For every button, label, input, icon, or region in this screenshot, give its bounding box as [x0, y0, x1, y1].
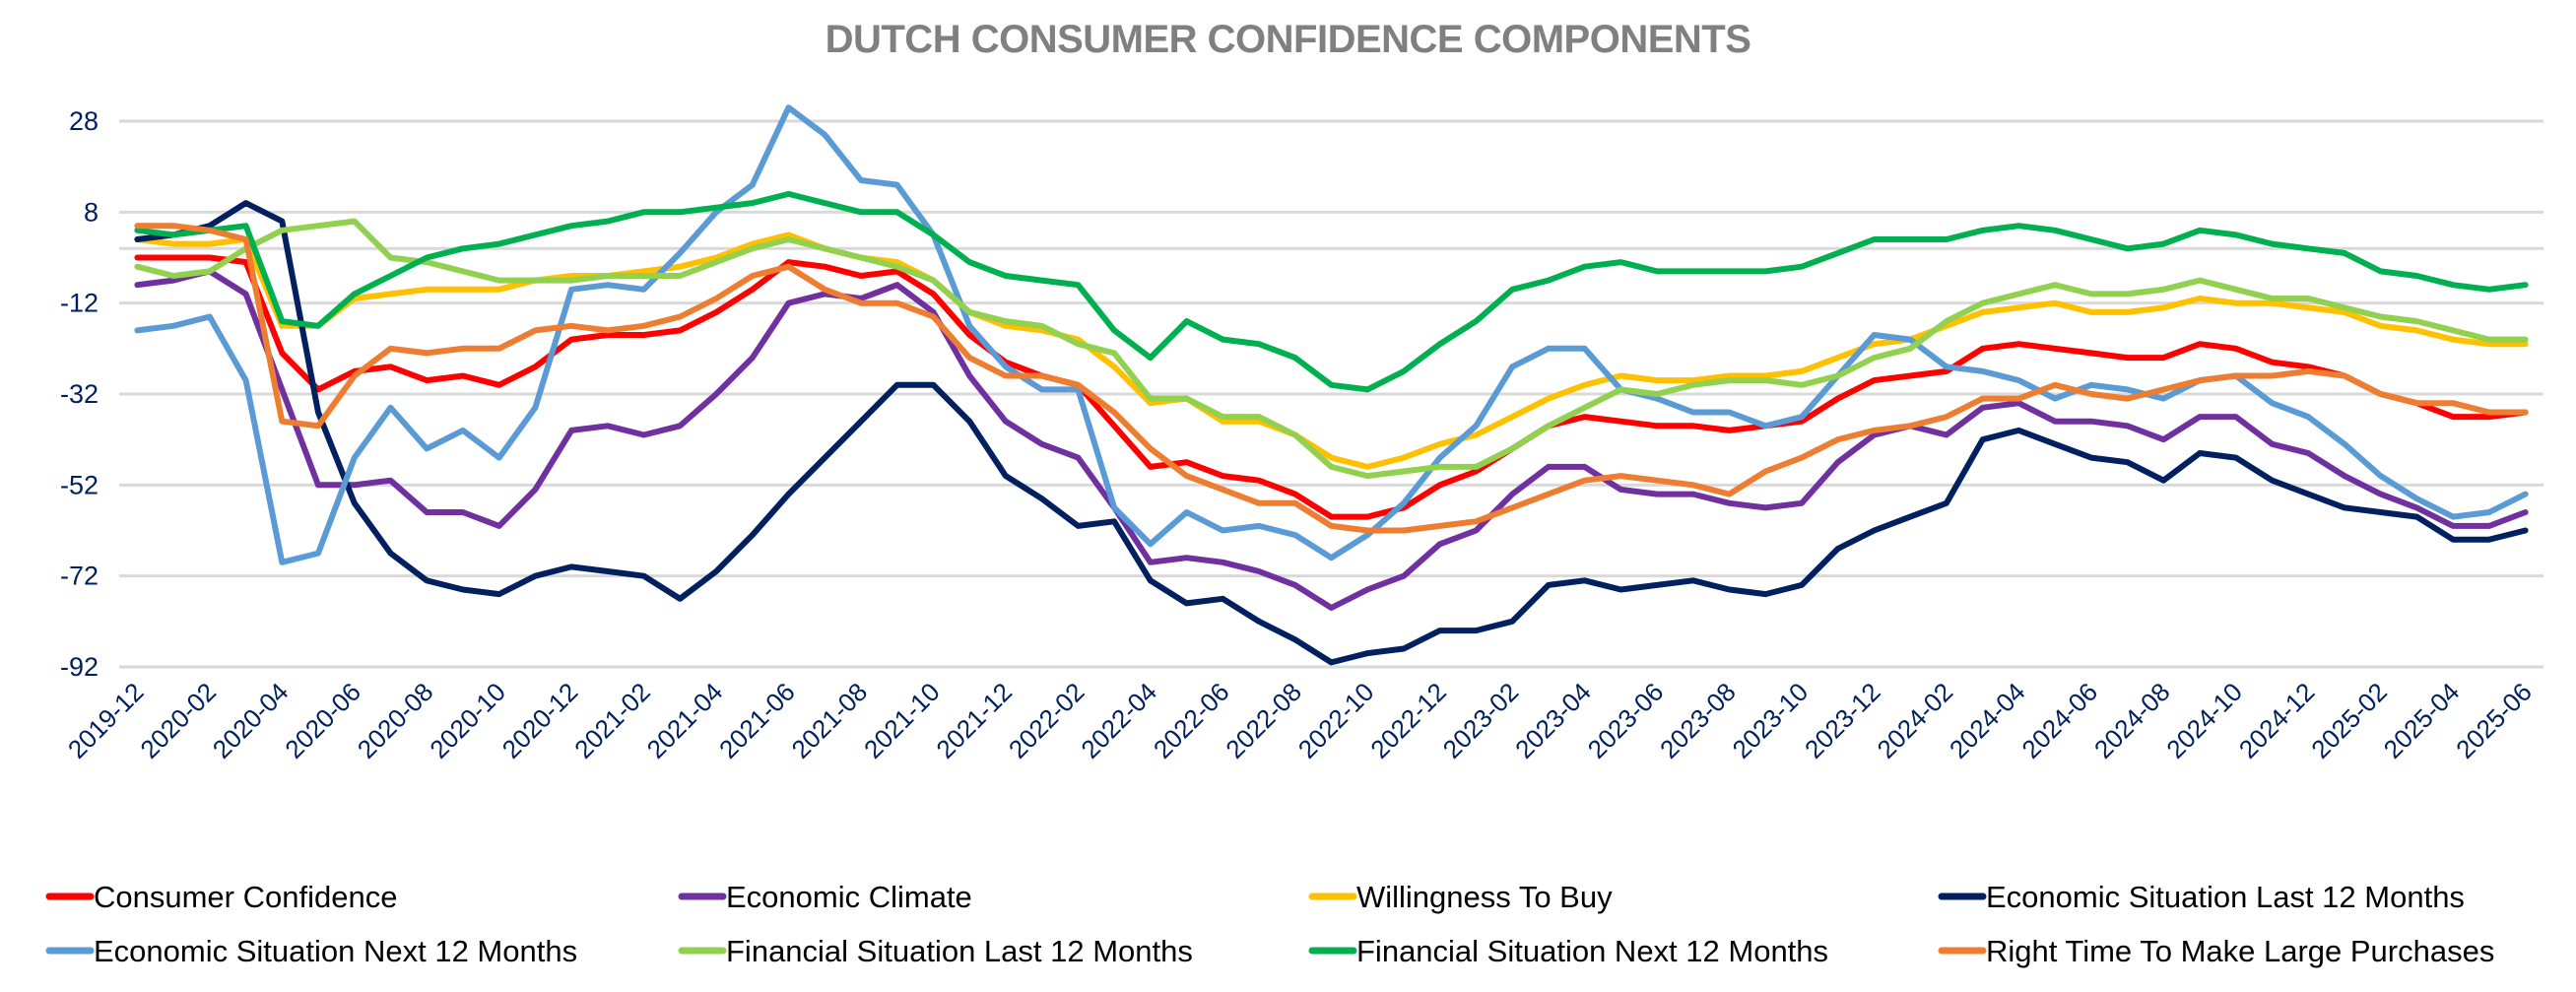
series-line-consumer-confidence [134, 254, 2529, 520]
y-tick-label: -12 [60, 289, 99, 318]
x-tick-label: 2025-04 [2378, 677, 2466, 764]
legend-label: Economic Situation Last 12 Months [1986, 880, 2465, 914]
legend-label: Willingness To Buy [1356, 880, 1613, 914]
x-tick-label: 2024-02 [1871, 677, 1958, 764]
x-tick-label: 2021-08 [786, 677, 874, 764]
x-tick-label: 2024-12 [2233, 677, 2321, 764]
x-tick-label: 2022-02 [1003, 677, 1090, 764]
x-tick-label: 2023-08 [1654, 677, 1742, 764]
y-axis: 28 8 -12 -32 -52 -72 -92 [60, 106, 99, 682]
x-tick-label: 2025-02 [2305, 677, 2393, 764]
x-tick-label: 2023-04 [1509, 677, 1597, 764]
legend-item-economic-situation-next-12-months[interactable]: Economic Situation Next 12 Months [45, 934, 577, 968]
x-tick-label: 2023-02 [1437, 677, 1525, 764]
y-tick-label: -72 [60, 562, 99, 591]
series-line-economic-situation-next-12-months [134, 104, 2529, 565]
legend-item-economic-situation-last-12-months[interactable]: Economic Situation Last 12 Months [1938, 880, 2465, 914]
x-tick-label: 2022-04 [1075, 677, 1162, 764]
y-tick-label: -32 [60, 379, 99, 409]
legend: Consumer Confidence Economic Climate Willi… [45, 880, 2494, 968]
chart-title: DUTCH CONSUMER CONFIDENCE COMPONENTS [825, 18, 1751, 61]
x-axis: 2019-122020-022020-042020-062020-082020-… [62, 677, 2538, 764]
y-tick-label: 8 [84, 197, 99, 227]
x-tick-label: 2021-10 [858, 677, 946, 764]
series-line-economic-climate [134, 268, 2529, 611]
y-tick-label: -92 [60, 652, 99, 682]
x-tick-label: 2024-10 [2160, 677, 2248, 764]
plot-series [134, 104, 2529, 666]
legend-item-consumer-confidence[interactable]: Consumer Confidence [45, 880, 397, 914]
x-tick-label: 2020-02 [134, 677, 222, 764]
legend-label: Financial Situation Next 12 Months [1356, 934, 1828, 968]
series-line-financial-situation-last-12-months [134, 218, 2529, 480]
y-tick-label: 28 [69, 106, 99, 136]
series-line-right-time-to-make-large-purchases [134, 223, 2529, 534]
x-tick-label: 2019-12 [62, 677, 150, 764]
x-tick-label: 2020-08 [352, 677, 439, 764]
legend-item-right-time-to-make-large-purchases[interactable]: Right Time To Make Large Purchases [1938, 934, 2494, 968]
x-tick-label: 2023-10 [1727, 677, 1815, 764]
legend-item-financial-situation-last-12-months[interactable]: Financial Situation Last 12 Months [678, 934, 1193, 968]
x-tick-label: 2021-12 [930, 677, 1018, 764]
y-tick-label: -52 [60, 470, 99, 499]
x-tick-label: 2024-08 [2088, 677, 2176, 764]
series-line-economic-situation-last-12-months [134, 200, 2529, 666]
x-tick-label: 2020-10 [424, 677, 511, 764]
legend-item-economic-climate[interactable]: Economic Climate [678, 880, 972, 914]
x-tick-label: 2024-06 [2015, 677, 2103, 764]
x-tick-label: 2022-12 [1364, 677, 1452, 764]
x-tick-label: 2020-12 [496, 677, 584, 764]
x-tick-label: 2020-06 [279, 677, 366, 764]
x-tick-label: 2022-06 [1148, 677, 1235, 764]
x-tick-label: 2021-04 [641, 677, 729, 764]
legend-label: Economic Climate [726, 880, 972, 914]
legend-label: Economic Situation Next 12 Months [94, 934, 577, 968]
legend-label: Right Time To Make Large Purchases [1986, 934, 2494, 968]
legend-item-financial-situation-next-12-months[interactable]: Financial Situation Next 12 Months [1308, 934, 1828, 968]
x-tick-label: 2021-02 [568, 677, 656, 764]
legend-label: Consumer Confidence [94, 880, 397, 914]
x-tick-label: 2020-04 [207, 677, 295, 764]
x-tick-label: 2021-06 [713, 677, 801, 764]
gridlines [119, 119, 2543, 669]
x-tick-label: 2022-10 [1292, 677, 1380, 764]
x-tick-label: 2022-08 [1220, 677, 1307, 764]
x-tick-label: 2023-06 [1582, 677, 1670, 764]
x-tick-label: 2023-12 [1799, 677, 1886, 764]
x-tick-label: 2025-06 [2450, 677, 2538, 764]
x-tick-label: 2024-04 [1944, 677, 2031, 764]
legend-label: Financial Situation Last 12 Months [726, 934, 1193, 968]
legend-item-willingness-to-buy[interactable]: Willingness To Buy [1308, 880, 1613, 914]
series-line-financial-situation-next-12-months [134, 190, 2529, 393]
